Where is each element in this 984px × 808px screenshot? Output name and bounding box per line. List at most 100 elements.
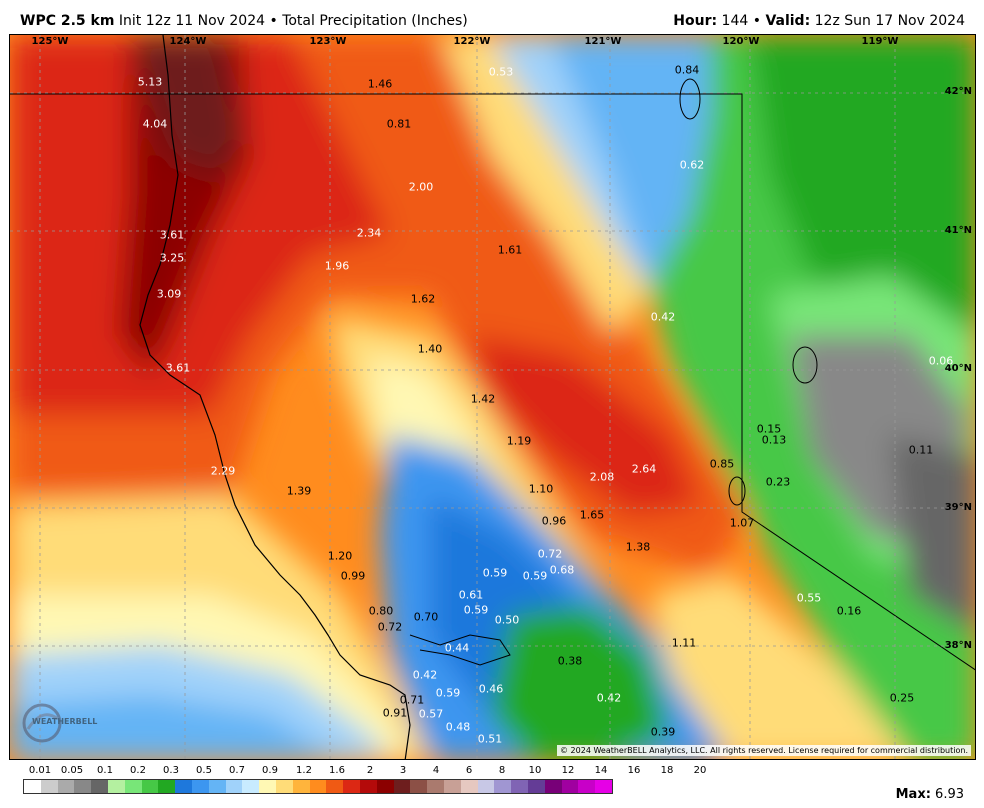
hour-value: 144	[721, 13, 749, 29]
legend-swatch	[292, 780, 310, 793]
precip-value-label: 1.40	[417, 342, 443, 356]
legend-swatches	[23, 779, 613, 794]
legend-swatch	[343, 780, 360, 793]
legend-swatch	[225, 780, 243, 793]
precip-value-label: 0.61	[458, 588, 484, 602]
header: WPC 2.5 km Init 12z 11 Nov 2024 • Total …	[0, 0, 984, 34]
legend-label: 0.01	[28, 765, 52, 776]
precip-value-label: 4.04	[142, 117, 168, 131]
precip-value-label: 0.70	[413, 610, 439, 624]
lon-label: 123°W	[309, 36, 347, 47]
precip-value-label: 0.48	[445, 720, 471, 734]
precipitation-map[interactable]: 125°W 124°W 123°W 122°W 121°W 120°W 119°…	[9, 34, 976, 760]
legend-label: 4	[432, 765, 440, 776]
legend-label: 16	[627, 765, 641, 776]
legend-swatch	[427, 780, 444, 793]
logo-text: WEATHERBELL	[32, 717, 98, 726]
precip-value-label: 2.08	[589, 470, 615, 484]
valid-separator: •	[752, 13, 761, 29]
state-borders	[10, 93, 975, 671]
legend-label: 3	[399, 765, 407, 776]
precip-value-label: 0.06	[928, 354, 954, 368]
legend-label: 0.05	[60, 765, 84, 776]
precip-value-label: 0.42	[412, 668, 438, 682]
precip-value-label: 0.91	[382, 706, 408, 720]
precip-value-label: 2.64	[631, 462, 657, 476]
legend-label: 0.5	[196, 765, 212, 776]
init-time: Init 12z 11 Nov 2024	[118, 13, 266, 29]
precip-value-label: 3.25	[159, 251, 185, 265]
precip-value-label: 1.11	[671, 636, 697, 650]
legend-swatch	[309, 780, 327, 793]
legend-swatch	[57, 780, 75, 793]
precip-value-label: 0.46	[478, 682, 504, 696]
precip-value-label: 1.61	[497, 243, 523, 257]
precip-value-label: 1.10	[528, 482, 554, 496]
precip-value-label: 2.00	[408, 180, 434, 194]
precip-value-label: 1.96	[324, 259, 350, 273]
legend-swatch	[544, 780, 562, 793]
precip-value-label: 0.68	[549, 563, 575, 577]
precip-value-label: 5.13	[137, 75, 163, 89]
lon-label: 121°W	[584, 36, 622, 47]
legend-swatch	[410, 780, 428, 793]
precip-value-label: 0.13	[761, 433, 787, 447]
precip-value-label: 0.44	[444, 641, 470, 655]
legend-swatch	[443, 780, 461, 793]
logo-swirl-icon	[22, 703, 62, 743]
precip-value-label: 0.72	[537, 547, 563, 561]
precip-value-label: 0.59	[435, 686, 461, 700]
precip-value-label: 1.65	[579, 508, 605, 522]
legend-swatch	[124, 780, 142, 793]
lon-label: 125°W	[31, 36, 69, 47]
precip-value-label: 0.50	[494, 613, 520, 627]
legend-swatch	[275, 780, 293, 793]
legend-label: 1.2	[296, 765, 312, 776]
legend-label: 2	[366, 765, 374, 776]
legend-swatch	[175, 780, 192, 793]
precip-value-label: 3.61	[165, 361, 191, 375]
legend-label: 20	[693, 765, 707, 776]
precip-value-label: 2.34	[356, 226, 382, 240]
legend-swatch	[191, 780, 209, 793]
legend-swatch	[242, 780, 260, 793]
lon-label: 124°W	[169, 36, 207, 47]
map-title: WPC 2.5 km Init 12z 11 Nov 2024 • Total …	[20, 13, 468, 29]
precip-value-label: 0.80	[368, 604, 394, 618]
max-number: 6.93	[935, 787, 964, 802]
graticule	[10, 35, 975, 759]
lat-label: 42°N	[944, 86, 972, 97]
model-name: WPC 2.5 km	[20, 13, 115, 29]
coastline	[139, 35, 411, 759]
legend-label: 0.1	[97, 765, 113, 776]
legend-label: 1.6	[329, 765, 345, 776]
legend-swatch	[494, 780, 512, 793]
legend-swatch	[527, 780, 545, 793]
valid-value: 12z Sun 17 Nov 2024	[814, 13, 965, 29]
lat-label: 39°N	[944, 502, 972, 513]
precip-value-label: 0.51	[477, 732, 503, 746]
precip-value-label: 1.20	[327, 549, 353, 563]
precip-value-label: 0.25	[889, 691, 915, 705]
legend-swatch	[91, 780, 108, 793]
precip-value-label: 1.39	[286, 484, 312, 498]
precip-value-label: 3.61	[159, 228, 185, 242]
precip-value-label: 0.59	[522, 569, 548, 583]
legend-swatch	[107, 780, 125, 793]
precip-value-label: 0.15	[756, 422, 782, 436]
precip-value-label: 0.42	[650, 310, 676, 324]
legend-swatch	[359, 780, 377, 793]
legend-label: 0.9	[262, 765, 278, 776]
precip-value-label: 0.72	[377, 620, 403, 634]
legend-swatch	[511, 780, 528, 793]
legend-swatch	[326, 780, 344, 793]
legend-swatch	[376, 780, 394, 793]
precip-value-label: 1.46	[367, 77, 393, 91]
legend-swatch	[561, 780, 579, 793]
precip-value-label: 1.62	[410, 292, 436, 306]
legend-swatch	[24, 780, 41, 793]
precip-value-label: 1.19	[506, 434, 532, 448]
product-name: Total Precipitation (Inches)	[282, 13, 468, 29]
precip-value-label: 0.96	[541, 514, 567, 528]
lat-label: 41°N	[944, 225, 972, 236]
